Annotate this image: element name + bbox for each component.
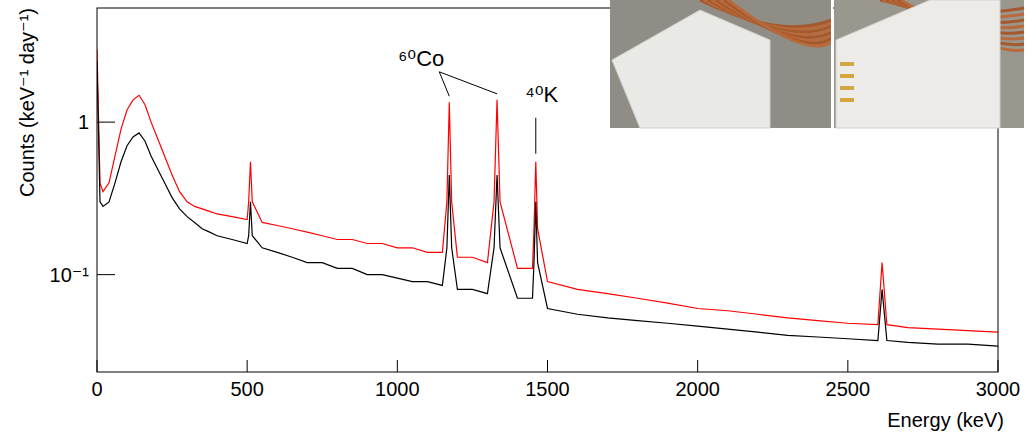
connector-pin <box>840 86 854 90</box>
y-tick <box>97 122 115 123</box>
connector-pin <box>840 74 854 78</box>
x-tick-label: 2500 <box>826 378 871 400</box>
chart: 0 500 1000 1500 2000 2500 3000 10⁻¹ 1 Energy (keV… <box>0 0 1028 435</box>
annotation-leader <box>535 118 536 154</box>
y-tick-label: 1 <box>78 111 89 133</box>
annotation-leader <box>439 72 497 94</box>
y-tick-label: 10⁻¹ <box>50 264 90 286</box>
connector-pin <box>840 62 854 66</box>
x-axis-title: Energy (keV) <box>887 409 1004 431</box>
connector-body <box>836 0 1000 128</box>
x-tick-label: 500 <box>230 378 263 400</box>
connector-body <box>612 10 770 128</box>
y-tick <box>97 274 115 275</box>
x-tick <box>547 360 548 372</box>
x-tick-label: 1000 <box>375 378 420 400</box>
x-tick-label: 0 <box>91 378 102 400</box>
x-tick <box>247 360 248 372</box>
x-tick <box>397 360 398 372</box>
annotation-label: ⁶⁰Co <box>398 46 444 71</box>
x-tick-label: 3000 <box>976 378 1021 400</box>
x-tick <box>97 360 98 372</box>
x-tick <box>998 360 999 372</box>
x-tick <box>697 360 698 372</box>
inset-photo <box>610 0 1024 128</box>
x-tick-label: 2000 <box>675 378 720 400</box>
x-tick <box>847 360 848 372</box>
annotation-label: ⁴⁰K <box>525 82 558 107</box>
photo-background <box>610 0 832 128</box>
annotation: ⁴⁰K <box>525 82 558 154</box>
x-tick-label: 1500 <box>525 378 570 400</box>
photo-background <box>834 0 1024 128</box>
annotation: ⁶⁰Co <box>398 46 497 96</box>
y-axis-title: Counts (keV⁻¹ day⁻¹) <box>16 8 38 197</box>
photo-divider <box>831 0 833 128</box>
connector-pin <box>840 98 854 102</box>
